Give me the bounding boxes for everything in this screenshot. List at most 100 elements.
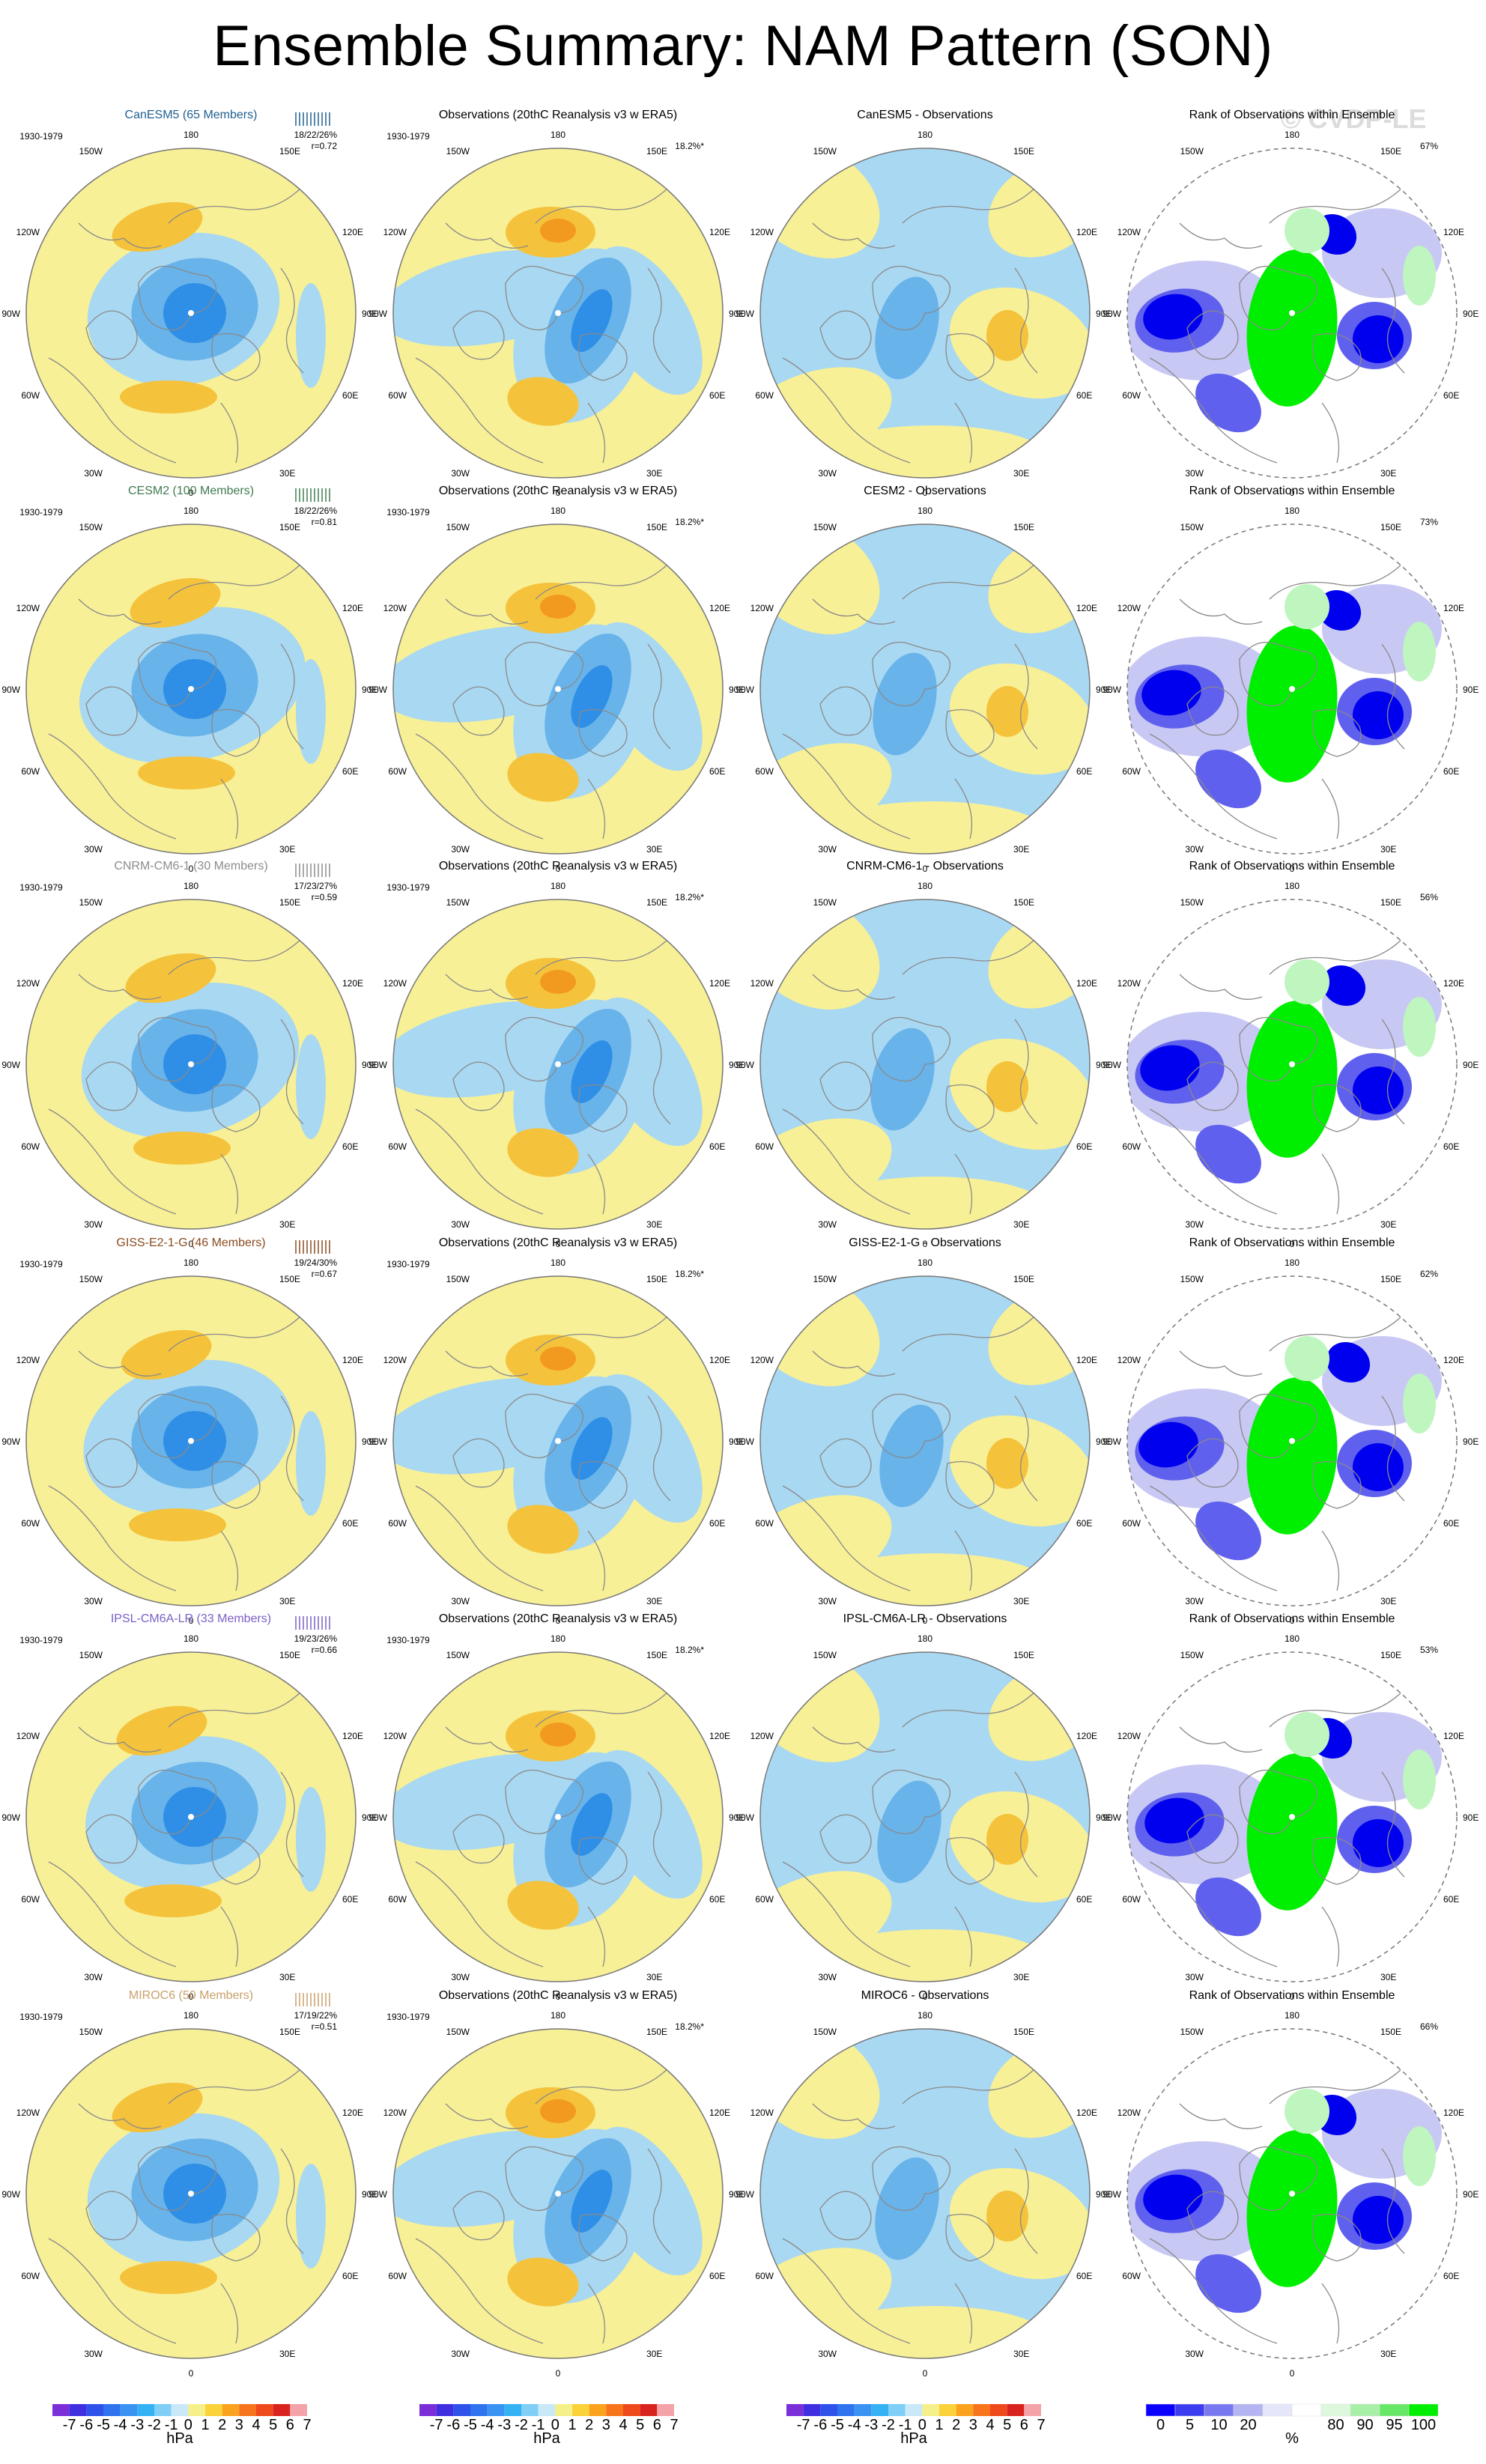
lon-label-mid-lower-right: 60E <box>342 1141 358 1152</box>
lon-label-left: 90W <box>1 1436 20 1447</box>
colorbar-swatch <box>589 2404 607 2416</box>
lon-label-upper-left: 150W <box>79 1274 103 1284</box>
negative-anomaly <box>870 1028 935 1131</box>
colorbar-tick: 5 <box>269 2417 277 2433</box>
colorbar-tick: -5 <box>97 2417 110 2433</box>
pole-marker <box>1289 1438 1295 1444</box>
lon-label-lower-left: 30W <box>1185 1972 1204 1982</box>
lon-label-mid-upper-right: 120E <box>342 978 363 989</box>
lon-label-top: 180 <box>918 506 932 516</box>
lon-label-lower-right: 30E <box>1013 1596 1029 1606</box>
lon-label-mid-upper-right: 120E <box>1076 1355 1097 1365</box>
period-label: 1930-1979 <box>386 131 430 142</box>
period-label: 1930-1979 <box>19 507 63 518</box>
difference-panel: CNRM-CM6-1 - Observations 180 0 90W 90E 150W 1… <box>736 860 1112 1249</box>
coastline <box>48 936 304 1215</box>
colorbar-swatch <box>623 2404 640 2416</box>
lon-label-upper-left: 150W <box>1180 1650 1204 1660</box>
colorbar-swatch <box>1320 2403 1351 2417</box>
pole-marker <box>555 1438 561 1444</box>
colorbar-tick: -3 <box>864 2417 878 2433</box>
rank-low <box>1353 691 1404 739</box>
lon-label-top: 180 <box>1285 1633 1300 1644</box>
pole-marker <box>188 310 194 316</box>
map-boundary <box>25 1651 357 1982</box>
lon-label-upper-left: 150W <box>446 2027 470 2037</box>
lon-label-lower-right: 30E <box>1380 1219 1396 1230</box>
lon-label-lower-right: 30E <box>646 1596 662 1606</box>
negative-band <box>296 1787 326 1892</box>
lon-label-upper-left: 150W <box>1180 146 1204 157</box>
colorbar-tick: 4 <box>619 2417 627 2433</box>
lon-label-lower-left: 30W <box>818 1219 837 1230</box>
pole-marker <box>1289 1814 1295 1820</box>
map-field <box>1127 2029 1457 2358</box>
coastline <box>782 936 1038 1215</box>
rank-high <box>1403 622 1436 682</box>
colorbar-tick: 0 <box>1156 2417 1165 2433</box>
colorbar-swatch <box>538 2404 556 2416</box>
positive-anomaly <box>986 1438 1028 1489</box>
lon-label-right: 90E <box>729 1812 744 1823</box>
rank-high <box>1246 1001 1338 1158</box>
lon-label-lower-right: 30E <box>1380 1596 1396 1606</box>
lon-label-mid-lower-left: 60W <box>388 1141 407 1152</box>
colorbar-swatch <box>504 2404 521 2416</box>
rank-high <box>1285 959 1329 1004</box>
map-boundary <box>759 148 1091 479</box>
lon-label-lower-left: 30W <box>1185 1596 1204 1606</box>
rank-high <box>1246 2130 1338 2287</box>
positive-anomaly <box>129 1508 226 1541</box>
lon-label-mid-upper-left: 120W <box>750 603 774 613</box>
map-field <box>1127 148 1457 478</box>
colorbar-swatch <box>1350 2403 1380 2417</box>
lon-label-top: 180 <box>918 1257 932 1268</box>
lon-label-upper-left: 150W <box>79 2027 103 2037</box>
rank-low <box>1144 1797 1204 1844</box>
colorbar-unit: % <box>1285 2430 1299 2447</box>
colorbar-swatch <box>487 2404 505 2416</box>
colorbar-swatch <box>273 2404 291 2416</box>
lon-label-mid-upper-left: 120W <box>383 978 407 989</box>
period-label: 1930-1979 <box>19 2012 63 2022</box>
map-boundary <box>759 1275 1091 1606</box>
lon-label-lower-left: 30W <box>84 1219 103 1230</box>
lon-label-mid-lower-right: 60E <box>709 766 725 777</box>
coastline <box>1149 185 1405 464</box>
colorbar-swatch <box>86 2404 103 2416</box>
observation-panel: Observations (20thC Reanalysis v3 w ERA5… <box>369 860 744 1249</box>
difference-panel: GISS-E2-1-G - Observations 180 0 90W 90E 150W… <box>736 1236 1112 1626</box>
rank-high <box>1246 1377 1338 1535</box>
lon-label-bottom: 0 <box>1290 1991 1295 2002</box>
lon-label-right: 90E <box>729 1060 744 1070</box>
lon-label-top: 180 <box>551 881 565 891</box>
lon-label-mid-lower-left: 60W <box>1122 390 1141 401</box>
lon-label-left: 90W <box>1103 1436 1121 1447</box>
coastline <box>48 1689 304 1967</box>
colorbar-tick: 7 <box>670 2417 678 2433</box>
rank-low <box>1321 965 1366 1007</box>
pole-marker <box>1289 1061 1295 1067</box>
colorbar-swatch <box>973 2404 990 2416</box>
lon-label-top: 180 <box>1285 130 1300 140</box>
obs-title: Observations (20thC Reanalysis v3 w ERA5… <box>439 1612 677 1625</box>
difference-title: CanESM5 - Observations <box>857 109 992 121</box>
lon-label-mid-upper-left: 120W <box>16 978 40 989</box>
model-title: CanESM5 (65 Members) <box>125 109 258 121</box>
lon-label-upper-right: 150E <box>279 522 300 532</box>
coastline <box>415 2066 671 2344</box>
lon-label-mid-upper-right: 120E <box>342 1355 363 1365</box>
lon-label-bottom: 0 <box>923 864 928 874</box>
lon-label-left: 90W <box>1103 685 1121 695</box>
colorbar-swatch <box>154 2404 172 2416</box>
hpa-colorbar-2: -7 -6 -5 -4 -3 -2 -1 0 1 2 3 4 5 6 7 hPa <box>419 2404 679 2447</box>
lon-label-mid-lower-left: 60W <box>21 390 40 401</box>
colorbar-swatch <box>820 2404 837 2416</box>
rank-high <box>1285 584 1329 629</box>
colorbar-swatch <box>521 2404 539 2416</box>
lon-label-upper-right: 150E <box>646 897 667 908</box>
model-pattern-panel: MIROC6 (50 Members) 1930-1979 17/19/22%r=0… <box>1 1989 377 2379</box>
lon-label-upper-left: 150W <box>813 1274 837 1284</box>
lon-label-mid-upper-right: 120E <box>709 1355 730 1365</box>
colorbar-tick: -1 <box>532 2417 545 2433</box>
